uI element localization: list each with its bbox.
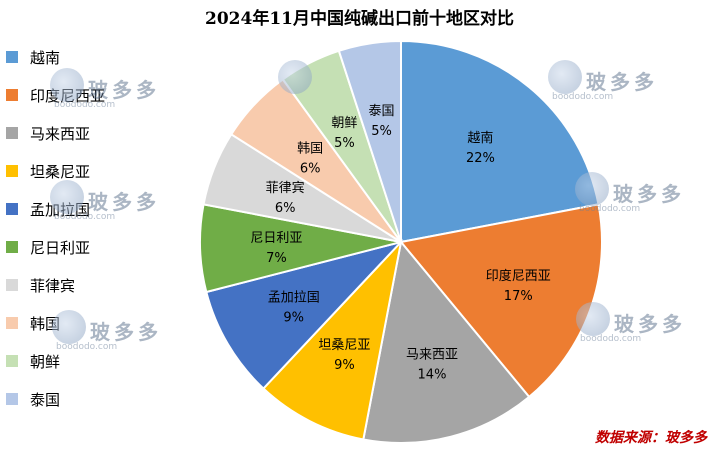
watermark-logo-icon	[575, 172, 609, 206]
legend-swatch	[6, 241, 18, 253]
legend-swatch	[6, 393, 18, 405]
legend-swatch	[6, 355, 18, 367]
legend-item: 越南	[6, 38, 105, 76]
slice-category-label: 尼日利亚	[250, 231, 302, 246]
slice-category-label: 菲律宾	[266, 180, 305, 196]
slice-value-label: 6%	[275, 201, 296, 216]
legend-label: 马来西亚	[30, 124, 91, 143]
watermark-brand: 玻多多	[614, 312, 686, 336]
legend-item: 朝鲜	[6, 342, 105, 380]
legend-swatch	[6, 165, 18, 177]
slice-value-label: 7%	[266, 251, 287, 266]
watermark-brand: 玻多多	[90, 320, 162, 344]
watermark-logo-icon	[52, 310, 86, 344]
slice-value-label: 22%	[466, 151, 495, 166]
slice-value-label: 9%	[334, 358, 355, 373]
source-note: 数据来源：玻多多	[595, 430, 707, 446]
legend-swatch	[6, 89, 18, 101]
legend-swatch	[6, 203, 18, 215]
pie-slice	[261, 238, 403, 441]
chart-title: 2024年11月中国纯碱出口前十地区对比	[205, 9, 514, 29]
legend-item: 泰国	[6, 380, 105, 418]
slice-category-label: 孟加拉国	[268, 290, 320, 305]
watermark-site: boododo.com	[552, 92, 614, 102]
watermark-site: boododo.com	[56, 342, 118, 352]
legend-swatch	[6, 127, 18, 139]
watermark-logo-icon	[548, 60, 582, 94]
pie-slice	[337, 39, 402, 243]
legend-label: 尼日利亚	[30, 238, 91, 257]
watermark-brand: 玻多多	[88, 78, 160, 102]
watermark-brand: 玻多多	[613, 182, 685, 206]
watermark-brand: 玻多多	[88, 190, 160, 214]
legend-item: 菲律宾	[6, 266, 105, 304]
slice-category-label: 印度尼西亚	[486, 268, 551, 284]
slice-category-label: 朝鲜	[331, 116, 357, 131]
slice-value-label: 5%	[334, 136, 355, 151]
watermark-site: boododo.com	[54, 212, 116, 222]
slice-value-label: 14%	[418, 368, 447, 383]
pie-slice	[362, 239, 531, 444]
watermark-logo-icon	[576, 302, 610, 336]
slice-value-label: 6%	[300, 162, 321, 177]
slice-category-label: 马来西亚	[406, 348, 458, 363]
watermark-site: boododo.com	[580, 334, 642, 344]
pie-slice	[205, 240, 405, 390]
legend-swatch	[6, 51, 18, 63]
slice-category-label: 韩国	[297, 142, 323, 157]
legend-label: 菲律宾	[30, 276, 76, 295]
watermark-logo-icon	[50, 68, 84, 102]
legend-swatch	[6, 317, 18, 329]
slice-value-label: 9%	[283, 310, 304, 325]
slice-value-label: 17%	[504, 289, 533, 304]
legend-label: 泰国	[30, 390, 61, 409]
slice-category-label: 泰国	[368, 104, 394, 119]
legend-item: 尼日利亚	[6, 228, 105, 266]
slice-category-label: 坦桑尼亚	[318, 338, 370, 353]
slice-value-label: 5%	[371, 124, 392, 139]
legend-label: 朝鲜	[30, 352, 61, 371]
legend-swatch	[6, 279, 18, 291]
watermark-site: boododo.com	[54, 100, 116, 110]
watermark-logo-icon	[278, 60, 312, 94]
slice-category-label: 越南	[467, 130, 493, 146]
legend-label: 坦桑尼亚	[30, 162, 91, 181]
legend-item: 坦桑尼亚	[6, 152, 105, 190]
watermark-site: boododo.com	[579, 204, 641, 214]
legend-label: 越南	[30, 48, 61, 67]
watermark-logo-icon	[50, 180, 84, 214]
watermark-brand: 玻多多	[586, 70, 658, 94]
legend-item: 马来西亚	[6, 114, 105, 152]
